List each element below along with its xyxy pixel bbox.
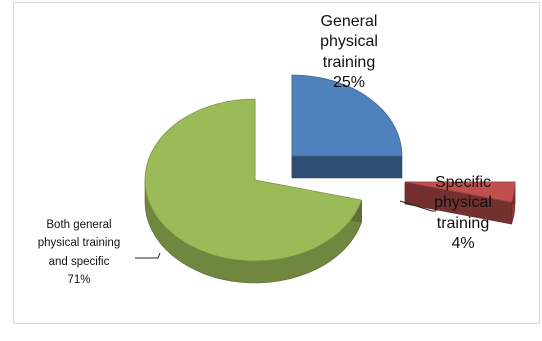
pie-slice-general xyxy=(291,74,403,157)
pie-slice-specific xyxy=(404,181,516,203)
slice-label-both: Both general physical training and speci… xyxy=(37,219,121,287)
pie-cut-general-1 xyxy=(291,155,403,179)
leader-line-specific xyxy=(399,200,436,212)
slice-label-general: General physical training 25% xyxy=(320,13,378,92)
slice-label-specific: Specific physical training 4% xyxy=(434,174,492,253)
leader-line-both xyxy=(135,252,161,259)
pie-slice-both xyxy=(144,98,363,262)
